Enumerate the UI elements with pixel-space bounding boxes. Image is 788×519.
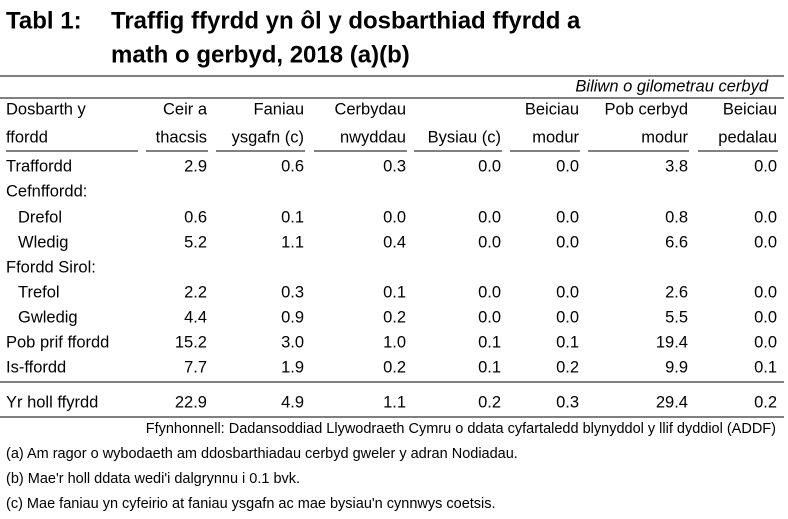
cell: 0.6 [281,157,304,175]
cell: 4.4 [184,308,207,326]
cell: 0.3 [383,157,406,175]
note: (c) Mae faniau yn cyfeirio at faniau ysg… [6,496,496,512]
cell: 0.2 [754,393,777,411]
cell: 0.0 [754,233,777,251]
cell: 0.0 [556,283,579,301]
cell: 7.7 [184,358,207,376]
cell: 0.0 [754,157,777,175]
cell: 0.9 [281,308,304,326]
cell: 0.4 [383,233,406,251]
row-label: Gwledig [18,308,78,326]
cell: 0.0 [754,208,777,226]
cell: 3.8 [665,157,688,175]
cell: 0.1 [478,358,501,376]
title-line: math o gerbyd, 2018 (a)(b) [111,41,410,68]
cell: 4.9 [281,393,304,411]
cell: 0.8 [665,208,688,226]
row-label: Ffordd Sirol: [6,258,96,276]
cell: 0.3 [281,283,304,301]
cell: 0.2 [556,358,579,376]
cell: 1.0 [383,333,406,351]
cell: 9.9 [665,358,688,376]
column-header: Faniau [254,100,304,118]
cell: 2.6 [665,283,688,301]
row-label: Trefol [18,283,60,301]
cell: 1.9 [281,358,304,376]
cell: 0.0 [556,308,579,326]
cell: 5.2 [184,233,207,251]
cell: 0.0 [754,333,777,351]
column-header: thacsis [156,128,207,146]
note: (b) Mae'r holl ddata wedi'i dalgrynnu i … [6,471,300,487]
cell: 2.2 [184,283,207,301]
cell: 1.1 [383,393,406,411]
column-header: Dosbarth y [6,100,87,118]
cell: 19.4 [656,333,688,351]
note: (a) Am ragor o wybodaeth am ddosbarthiad… [6,446,518,462]
cell: 0.0 [478,208,501,226]
source: Ffynhonnell: Dadansoddiad Llywodraeth Cy… [146,421,776,437]
cell: 29.4 [656,393,688,411]
cell: 0.0 [556,208,579,226]
cell: 22.9 [175,393,207,411]
row-label: Drefol [18,208,62,226]
cell: 0.0 [556,233,579,251]
cell: 1.1 [281,233,304,251]
cell: 0.6 [184,208,207,226]
column-header: modur [532,128,579,146]
cell: 0.0 [754,283,777,301]
column-header: modur [641,128,688,146]
column-header: Bysiau (c) [428,128,501,146]
column-header: Ceir a [163,100,208,118]
cell: 0.0 [556,157,579,175]
cell: 0.0 [478,283,501,301]
cell: 0.0 [478,233,501,251]
row-label: Is-ffordd [6,358,66,376]
column-header: pedalau [718,128,777,146]
cell: 0.0 [478,157,501,175]
title-line: Traffig ffyrdd yn ôl y dosbarthiad ffyrd… [111,7,581,34]
row-label: Traffordd [6,157,72,175]
row-label: Cefnffordd: [6,182,87,200]
cell: 0.1 [556,333,579,351]
title-label: Tabl 1: [6,7,82,34]
column-header: Beiciau [525,100,579,118]
row-label: Wledig [18,233,68,251]
cell: 0.0 [383,208,406,226]
cell: 0.2 [478,393,501,411]
row-label: Yr holl ffyrdd [6,393,98,411]
cell: 0.1 [478,333,501,351]
cell: 0.3 [556,393,579,411]
row-label: Pob prif ffordd [6,333,109,351]
column-header: ffordd [6,128,48,146]
cell: 6.6 [665,233,688,251]
column-header: ysgafn (c) [232,128,304,146]
cell: 0.2 [383,308,406,326]
cell: 0.1 [383,283,406,301]
cell: 0.1 [754,358,777,376]
cell: 0.0 [754,308,777,326]
column-header: Cerbydau [334,100,406,118]
cell: 2.9 [184,157,207,175]
column-header: Beiciau [723,100,777,118]
cell: 15.2 [175,333,207,351]
cell: 0.0 [478,308,501,326]
column-header: Pob cerbyd [605,100,688,118]
unit-label: Biliwn o gilometrau cerbyd [575,77,768,95]
cell: 3.0 [281,333,304,351]
cell: 5.5 [665,308,688,326]
cell: 0.1 [281,208,304,226]
column-header: nwyddau [340,128,406,146]
cell: 0.2 [383,358,406,376]
